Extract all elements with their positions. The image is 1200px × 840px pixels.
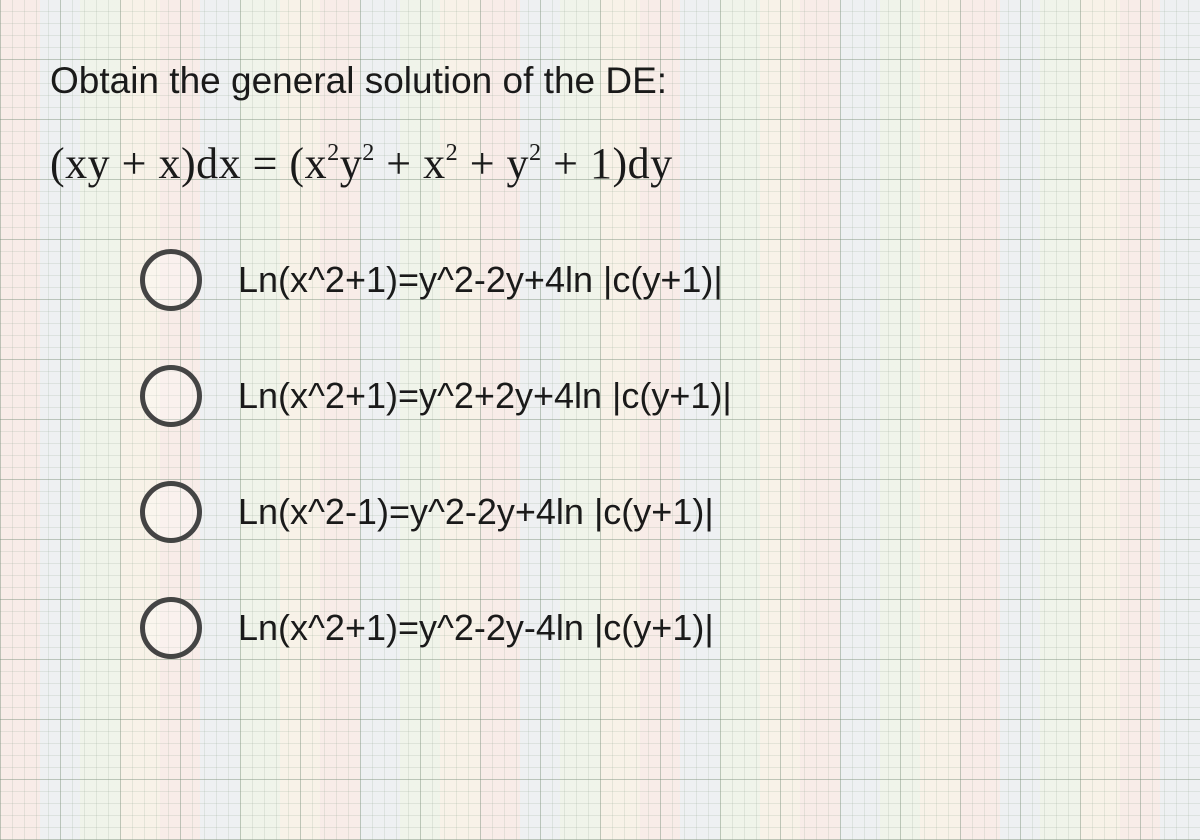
option-label: Ln(x^2-1)=y^2-2y+4ln |c(y+1)| [238,491,714,533]
radio-icon[interactable] [140,481,202,543]
options-list: Ln(x^2+1)=y^2-2y+4ln |c(y+1)| Ln(x^2+1)=… [50,249,1150,659]
option-d[interactable]: Ln(x^2+1)=y^2-2y-4ln |c(y+1)| [140,597,1150,659]
radio-icon[interactable] [140,249,202,311]
option-b[interactable]: Ln(x^2+1)=y^2+2y+4ln |c(y+1)| [140,365,1150,427]
radio-icon[interactable] [140,365,202,427]
question-equation: (xy + x)dx = (x2y2 + x2 + y2 + 1)dy [50,138,1150,189]
option-label: Ln(x^2+1)=y^2-2y+4ln |c(y+1)| [238,259,723,301]
question-prompt: Obtain the general solution of the DE: [50,60,1150,102]
option-c[interactable]: Ln(x^2-1)=y^2-2y+4ln |c(y+1)| [140,481,1150,543]
option-a[interactable]: Ln(x^2+1)=y^2-2y+4ln |c(y+1)| [140,249,1150,311]
radio-icon[interactable] [140,597,202,659]
question-block: Obtain the general solution of the DE: (… [0,0,1200,699]
option-label: Ln(x^2+1)=y^2-2y-4ln |c(y+1)| [238,607,714,649]
option-label: Ln(x^2+1)=y^2+2y+4ln |c(y+1)| [238,375,732,417]
